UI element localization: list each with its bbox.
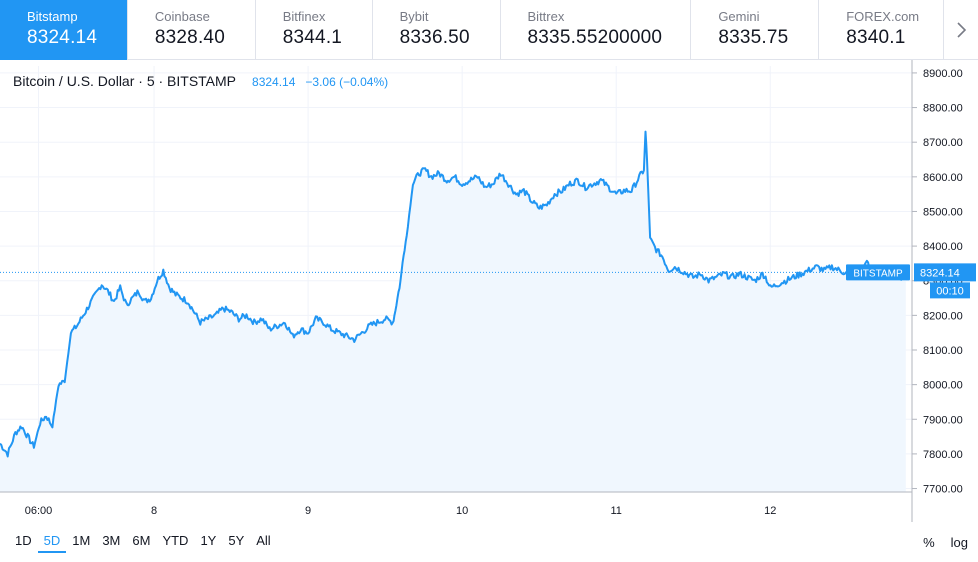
log-scale-toggle[interactable]: log: [950, 534, 968, 550]
exchange-name: Bittrex: [527, 9, 565, 24]
y-tick-label: 8000.00: [923, 380, 963, 392]
last-price-label: [914, 263, 976, 282]
last-price-marker: BITSTAMP 8324.14 00:10: [0, 263, 976, 299]
exchange-tabs: Bitstamp 8324.14 Coinbase 8328.40 Bitfin…: [0, 0, 978, 60]
y-tick-label: 8700.00: [923, 137, 963, 149]
range-button-all[interactable]: All: [256, 533, 271, 548]
y-tick-label: 8100.00: [923, 345, 963, 357]
exchange-name: Gemini: [718, 9, 760, 24]
exchange-tab-coinbase[interactable]: Coinbase 8328.40: [128, 0, 256, 60]
bottom-toolbar: 1D 5D 1M 3M 6M YTD 1Y 5Y All % log: [0, 522, 978, 562]
y-tick-label: 8400.00: [923, 241, 963, 253]
exchange-tab-bitstamp[interactable]: Bitstamp 8324.14: [0, 0, 128, 60]
x-tick-label: 06:00: [25, 505, 53, 517]
percent-scale-toggle[interactable]: %: [923, 534, 935, 550]
x-tick-label: 8: [151, 505, 157, 517]
range-button-5d[interactable]: 5D: [37, 531, 67, 553]
exchange-price: 8344.1: [282, 27, 343, 48]
range-button-1m[interactable]: 1M: [72, 533, 91, 548]
exchange-tab-bitfinex[interactable]: Bitfinex 8344.1: [256, 0, 373, 60]
last-price-value: 8324.14: [920, 267, 960, 279]
exchange-tab-bybit[interactable]: Bybit 8336.50: [373, 0, 501, 60]
exchange-tab-gemini[interactable]: Gemini 8335.75: [691, 0, 820, 60]
exchange-name: Bybit: [399, 9, 429, 24]
x-tick-label: 11: [611, 505, 622, 517]
x-tick-label: 9: [305, 505, 311, 517]
y-tick-label: 8200.00: [923, 310, 963, 322]
x-tick-label: 12: [764, 505, 776, 517]
price-chart[interactable]: 7700.00 7800.00 7900.00 8000.00 8100.00 8200.…: [0, 60, 978, 522]
range-button-3m[interactable]: 3M: [102, 533, 121, 548]
range-buttons: 1D 5D 1M 3M 6M YTD 1Y 5Y All: [9, 531, 277, 553]
scale-toggles: % log: [923, 535, 968, 550]
y-tick-label: 7800.00: [923, 449, 963, 461]
exchange-price: 8328.40: [154, 27, 225, 48]
exchange-price: 8336.50: [399, 27, 470, 48]
x-tick-label: 10: [456, 505, 468, 517]
range-button-ytd[interactable]: YTD: [162, 533, 189, 548]
exchange-price: 8335.75: [718, 27, 789, 48]
y-tick-label: 8800.00: [923, 103, 963, 115]
exchange-tab-bittrex[interactable]: Bittrex 8335.55200000: [501, 0, 692, 60]
chevron-right-icon: [957, 22, 967, 38]
exchange-name: Bitstamp: [27, 9, 78, 24]
range-button-1d[interactable]: 1D: [15, 533, 32, 548]
countdown-value: 00:10: [936, 285, 964, 297]
exchange-price: 8340.1: [846, 27, 906, 48]
exchange-badge-label: BITSTAMP: [853, 268, 903, 279]
y-tick-label: 8500.00: [923, 206, 963, 218]
exchange-name: Coinbase: [154, 9, 210, 24]
exchange-price: 8324.14: [27, 27, 98, 48]
exchange-badge: [846, 264, 910, 281]
countdown-label: [930, 282, 970, 299]
series-line: [0, 130, 907, 458]
next-exchanges-button[interactable]: [944, 0, 978, 60]
chart-series: [0, 130, 907, 492]
chart-area[interactable]: 7700.00 7800.00 7900.00 8000.00 8100.00 8200.…: [0, 60, 978, 522]
exchange-name: Bitfinex: [282, 9, 326, 24]
y-tick-label: 7700.00: [923, 484, 963, 496]
range-button-5y[interactable]: 5Y: [228, 533, 245, 548]
exchange-name: FOREX.com: [846, 9, 920, 24]
y-tick-label: 8600.00: [923, 172, 963, 184]
exchange-price: 8335.55200000: [527, 27, 663, 48]
series-area-fill: [0, 131, 906, 492]
y-tick-label: 8900.00: [923, 68, 963, 80]
range-button-1y[interactable]: 1Y: [200, 533, 217, 548]
y-tick-label: 7900.00: [923, 414, 963, 426]
range-button-6m[interactable]: 6M: [132, 533, 151, 548]
exchange-tab-forex[interactable]: FOREX.com 8340.1: [819, 0, 945, 60]
